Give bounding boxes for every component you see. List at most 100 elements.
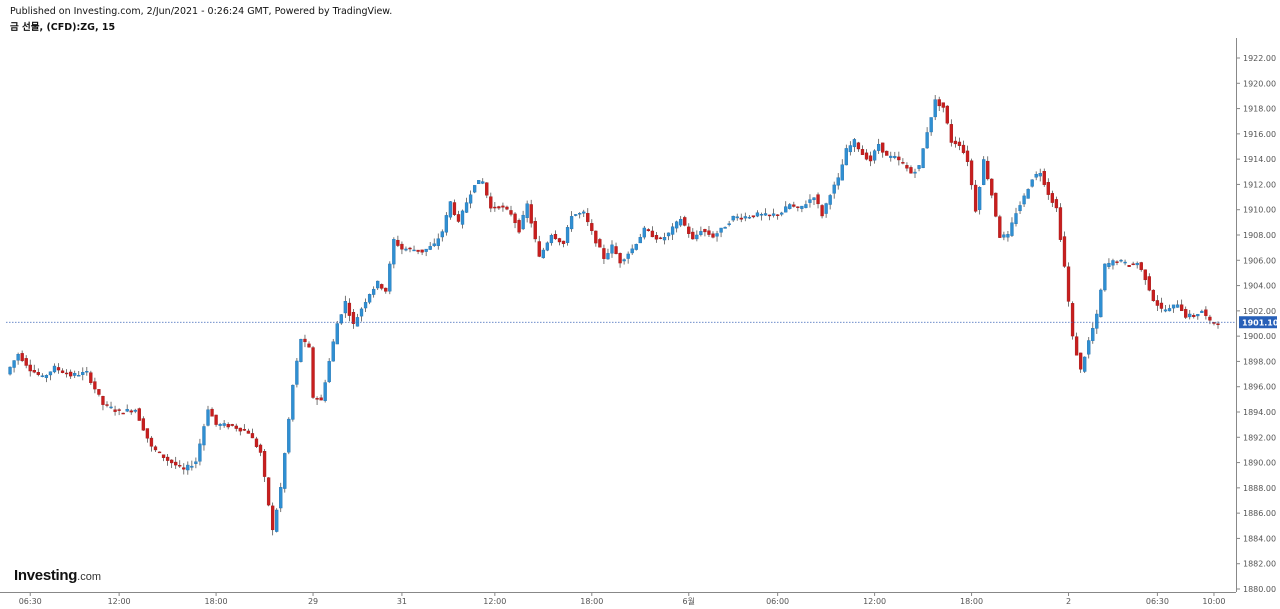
- candle-up: [573, 214, 578, 216]
- symbol-title: 금 선물, (CFD):ZG, 15: [10, 22, 116, 33]
- candle-down: [909, 167, 913, 174]
- candle-up: [642, 227, 646, 238]
- candle-down: [533, 221, 537, 240]
- candle-up: [525, 203, 529, 218]
- candle-down: [319, 397, 323, 401]
- candle-up: [186, 464, 190, 471]
- candle-down: [64, 372, 69, 375]
- y-tick-label: 1890.00: [1243, 459, 1276, 468]
- candle-up: [824, 203, 828, 214]
- x-tick-label: 18:00: [960, 597, 983, 606]
- candle-down: [1184, 309, 1188, 318]
- candle-down: [105, 404, 109, 406]
- candle-up: [1200, 310, 1204, 313]
- candle-up: [808, 199, 812, 203]
- candle-up: [404, 248, 408, 251]
- candle-up: [662, 237, 667, 241]
- candle-down: [961, 144, 966, 153]
- candle-down: [973, 184, 978, 212]
- last-price-badge: [1239, 316, 1277, 329]
- x-tick-label: 06:30: [19, 597, 42, 606]
- y-tick-label: 1886.00: [1243, 509, 1276, 518]
- last-price-label: 1901.10: [1242, 318, 1279, 327]
- candle-down: [416, 249, 420, 252]
- x-tick-label: 18:00: [580, 597, 603, 606]
- candle-down: [561, 240, 566, 245]
- y-tick-label: 1908.00: [1243, 231, 1276, 240]
- candle-up: [464, 202, 469, 213]
- candle-up: [202, 426, 206, 446]
- candle-down: [594, 230, 598, 244]
- candle-up: [323, 382, 327, 401]
- candle-down: [97, 389, 101, 395]
- candle-down: [307, 343, 311, 348]
- candle-up: [977, 187, 982, 210]
- candle-down: [1046, 182, 1050, 195]
- candle-up: [893, 155, 897, 158]
- candle-up: [828, 195, 832, 205]
- candle-down: [36, 372, 40, 375]
- candle-down: [420, 249, 424, 253]
- candle-up: [630, 248, 634, 254]
- candle-up: [77, 375, 81, 377]
- candle-up: [218, 424, 222, 426]
- candle-up: [788, 204, 792, 209]
- candle-up: [428, 246, 432, 250]
- candle-down: [129, 410, 133, 413]
- y-tick-label: 1916.00: [1243, 130, 1276, 139]
- candle-down: [1212, 322, 1216, 324]
- candle-up: [852, 139, 857, 148]
- candle-up: [747, 216, 752, 219]
- candle-down: [529, 204, 533, 224]
- candle-down: [590, 223, 594, 232]
- candle-up: [1018, 205, 1022, 212]
- candle-down: [1143, 269, 1147, 281]
- y-tick-label: 1898.00: [1243, 357, 1276, 366]
- x-tick-label: 18:00: [205, 597, 228, 606]
- candle-down: [303, 338, 307, 343]
- candle-up: [73, 373, 77, 376]
- candle-down: [1155, 300, 1160, 306]
- candle-down: [1151, 289, 1156, 302]
- candle-up: [674, 221, 679, 229]
- candle-down: [767, 214, 772, 217]
- candle-up: [780, 212, 784, 215]
- candle-down: [254, 438, 259, 447]
- x-axis: 06:30 12:00 18:00 29 31 12:00 18:00 6월 06:00 12:0…: [0, 592, 1236, 606]
- candle-down: [28, 364, 32, 372]
- candle-down: [937, 99, 941, 107]
- candle-up: [460, 210, 465, 225]
- candle-down: [145, 428, 150, 439]
- candle-up: [40, 375, 45, 377]
- candle-up: [832, 184, 836, 194]
- candle-down: [161, 454, 166, 458]
- y-tick-label: 1882.00: [1243, 560, 1276, 569]
- candle-down: [703, 229, 707, 233]
- candle-up: [133, 409, 137, 412]
- y-tick-label: 1888.00: [1243, 484, 1276, 493]
- candle-up: [52, 365, 57, 373]
- candle-down: [230, 424, 234, 426]
- y-tick-label: 1904.00: [1243, 282, 1276, 291]
- candle-down: [1070, 303, 1075, 337]
- candle-up: [1034, 174, 1038, 178]
- candle-down: [691, 231, 695, 240]
- candle-up: [771, 213, 776, 216]
- candle-up: [8, 366, 12, 375]
- candle-up: [784, 206, 788, 213]
- y-tick-label: 1896.00: [1243, 383, 1276, 392]
- candle-up: [44, 375, 49, 378]
- candle-up: [759, 213, 764, 216]
- candle-down: [654, 235, 659, 240]
- candle-down: [157, 451, 162, 454]
- candle-up: [1002, 234, 1006, 238]
- candle-down: [262, 451, 267, 477]
- candle-up: [610, 244, 614, 254]
- candle-down: [1050, 193, 1055, 203]
- candle-down: [957, 141, 962, 146]
- candle-down: [1131, 263, 1135, 266]
- candle-up: [836, 177, 840, 186]
- candle-down: [646, 229, 651, 232]
- candle-down: [658, 237, 663, 239]
